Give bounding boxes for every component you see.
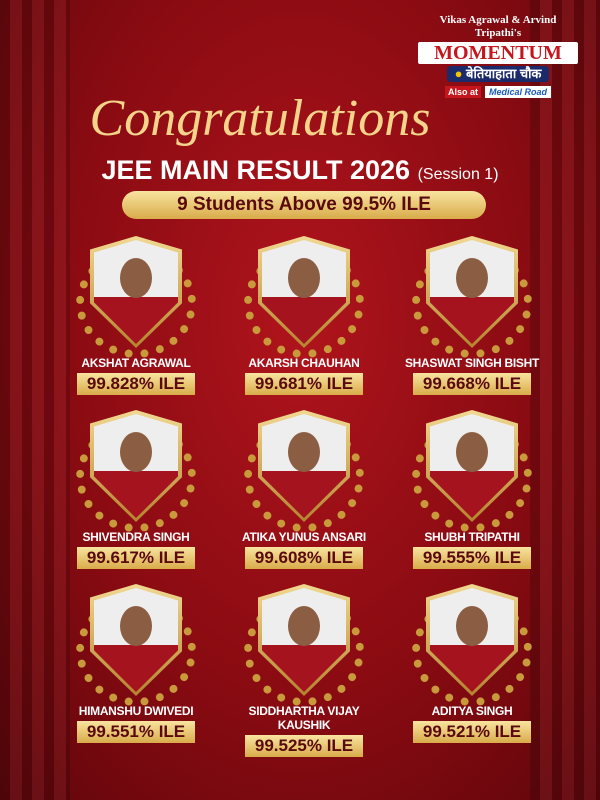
student-card: Shubh Tripathi 99.555% ILE <box>388 410 556 570</box>
laurel-wreath-icon <box>244 248 364 358</box>
laurel-wreath-icon <box>412 422 532 532</box>
student-name: Siddhartha Vijay Kaushik <box>248 704 360 732</box>
logo-location: ● बेतियाहाता चौक <box>446 66 550 82</box>
location-pin-icon: ● <box>454 66 463 81</box>
laurel-wreath-icon <box>412 248 532 358</box>
curtain-right <box>530 0 600 800</box>
student-name: Akarsh Chauhan <box>248 356 360 370</box>
student-score: 99.681% ILE <box>244 373 364 395</box>
laurel-wreath-icon <box>76 596 196 706</box>
result-title: JEE MAIN RESULT 2026 (Session 1) <box>0 154 600 191</box>
student-name: Shaswat Singh Bisht <box>404 356 540 370</box>
also-label: Also at <box>444 86 481 98</box>
logo-also: Also at Medical Road <box>418 86 578 98</box>
student-name: Aditya Singh <box>431 704 513 718</box>
student-card: Shivendra Singh 99.617% ILE <box>52 410 220 570</box>
laurel-wreath-icon <box>76 248 196 358</box>
student-card: Atika Yunus Ansari 99.608% ILE <box>220 410 388 570</box>
student-name: Atika Yunus Ansari <box>242 530 366 544</box>
student-name: Shivendra Singh <box>82 530 190 544</box>
student-score: 99.551% ILE <box>76 721 196 743</box>
curtain-left <box>0 0 70 800</box>
student-name: Himanshu Dwivedi <box>78 704 194 718</box>
student-card: Shaswat Singh Bisht 99.668% ILE <box>388 236 556 396</box>
student-name: Shubh Tripathi <box>424 530 520 544</box>
student-score: 99.828% ILE <box>76 373 196 395</box>
students-banner: 9 Students Above 99.5% ILE <box>122 191 486 219</box>
student-card: Akarsh Chauhan 99.681% ILE <box>220 236 388 396</box>
student-score: 99.608% ILE <box>244 547 364 569</box>
also-location: Medical Road <box>485 86 552 98</box>
congratulations-heading: Congratulations <box>89 90 431 147</box>
laurel-wreath-icon <box>244 596 364 706</box>
student-score: 99.521% ILE <box>412 721 532 743</box>
momentum-logo: Vikas Agrawal & Arvind Tripathi's MOMENT… <box>418 14 578 98</box>
location-text: बेतियाहाता चौक <box>466 66 542 81</box>
laurel-wreath-icon <box>244 422 364 532</box>
student-score: 99.525% ILE <box>244 735 364 757</box>
laurel-wreath-icon <box>76 422 196 532</box>
logo-brand: MOMENTUM <box>418 42 578 64</box>
student-card: Siddhartha Vijay Kaushik 99.525% ILE <box>220 584 388 757</box>
student-grid: Akshat Agrawal 99.828% ILE Akarsh Chauha… <box>52 236 556 757</box>
logo-byline: Vikas Agrawal & Arvind Tripathi's <box>439 14 557 39</box>
student-card: Aditya Singh 99.521% ILE <box>388 584 556 757</box>
laurel-wreath-icon <box>412 596 532 706</box>
result-title-text: JEE MAIN RESULT 2026 <box>101 155 411 185</box>
student-score: 99.668% ILE <box>412 373 532 395</box>
student-score: 99.617% ILE <box>76 547 196 569</box>
student-card: Himanshu Dwivedi 99.551% ILE <box>52 584 220 757</box>
student-name: Akshat Agrawal <box>81 356 191 370</box>
student-score: 99.555% ILE <box>412 547 532 569</box>
session-label: (Session 1) <box>417 166 499 183</box>
student-card: Akshat Agrawal 99.828% ILE <box>52 236 220 396</box>
